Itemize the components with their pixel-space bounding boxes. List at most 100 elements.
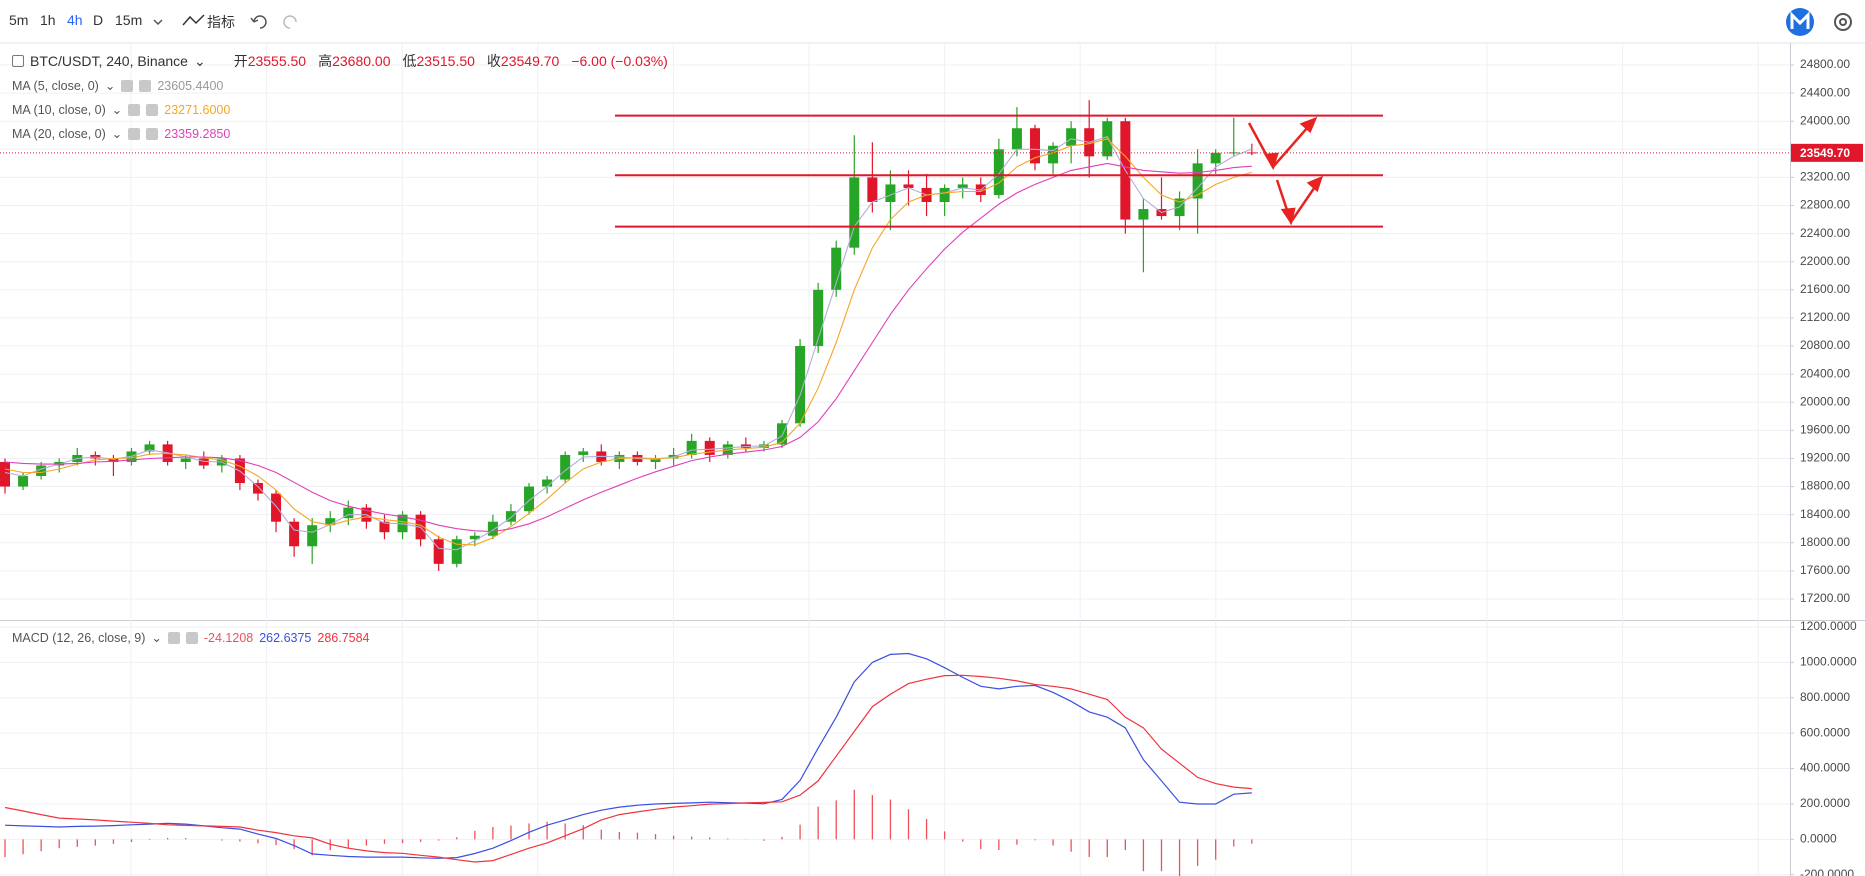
y-tick-label: 17200.00 — [1800, 591, 1850, 605]
ma-name: MA (20, close, 0) — [12, 126, 106, 141]
y-tick-label: 22800.00 — [1800, 198, 1850, 212]
arrow-head — [1263, 152, 1279, 171]
undo-icon[interactable] — [250, 15, 267, 29]
legend-value: 23549.70 — [500, 53, 560, 69]
candle-body — [271, 493, 282, 522]
y-tick-label: 800.0000 — [1800, 690, 1850, 704]
candle-body — [813, 289, 824, 347]
interval-button[interactable]: 1h — [40, 12, 56, 28]
legend-key: 开 — [233, 53, 248, 69]
y-tick-label: 20400.00 — [1800, 366, 1850, 380]
candle-body — [777, 423, 788, 445]
ma-line — [4, 162, 1252, 533]
candle-body — [1011, 128, 1022, 150]
candle-body — [180, 458, 191, 462]
ma-value: 23605.4400 — [157, 78, 224, 93]
ma-value: 23359.2850 — [164, 126, 231, 141]
annotation-arrows — [1247, 116, 1324, 226]
candle-body — [578, 451, 589, 455]
arrow-head — [1280, 207, 1296, 226]
arrow-head — [1306, 175, 1324, 193]
y-tick-label: 21200.00 — [1800, 310, 1850, 324]
candle-body — [831, 247, 842, 290]
interval-button[interactable]: 5m — [9, 12, 29, 28]
candle-body — [108, 458, 119, 462]
candle-body — [560, 454, 571, 480]
macd-line — [4, 674, 1252, 863]
last-price-label: 23549.70 — [1800, 146, 1850, 160]
candle-body — [343, 507, 354, 519]
arrow-head — [1299, 116, 1318, 134]
candle-body — [1066, 128, 1077, 146]
y-tick-label: 200.0000 — [1800, 796, 1850, 810]
candle-body — [1138, 209, 1149, 220]
candle-body — [993, 149, 1004, 195]
y-tick-label: 23200.00 — [1800, 170, 1850, 184]
interval-button[interactable]: D — [93, 12, 104, 28]
legend-change: −6.00 (−0.03%) — [571, 53, 668, 69]
ma-name: MA (5, close, 0) — [12, 78, 99, 93]
candle-body — [469, 535, 480, 540]
candle-body — [379, 521, 390, 533]
candle-body — [18, 476, 29, 487]
y-tick-label: 600.0000 — [1800, 725, 1850, 739]
y-tick-label: 1000.0000 — [1800, 655, 1857, 669]
candle-body — [451, 539, 462, 564]
y-tick-label: 24400.00 — [1800, 85, 1850, 99]
y-tick-label: 22400.00 — [1800, 226, 1850, 240]
ma-line — [4, 136, 1253, 551]
candle-body — [307, 525, 318, 547]
candle-body — [939, 187, 950, 203]
candle-body — [1048, 145, 1059, 164]
interval-dropdown[interactable] — [153, 19, 163, 26]
ma-legend: MA (5, close, 0) ⌄ 23605.4400 — [12, 78, 224, 94]
legend-key: 收 — [486, 53, 501, 69]
candle-body — [0, 461, 10, 487]
ma-line — [4, 138, 1252, 546]
macd-title: MACD (12, 26, close, 9) — [12, 630, 146, 645]
y-tick-label: 18400.00 — [1800, 507, 1850, 521]
candle-body — [433, 539, 444, 564]
interval-button-active[interactable]: 4h — [67, 12, 83, 28]
y-tick-label: 18800.00 — [1800, 479, 1850, 493]
y-tick-label: 18000.00 — [1800, 535, 1850, 549]
interval-button[interactable]: 15m — [115, 12, 143, 28]
y-tick-label: 24800.00 — [1800, 57, 1850, 71]
candle-body — [867, 177, 878, 203]
y-tick-label: 20800.00 — [1800, 338, 1850, 352]
candle-body — [650, 458, 661, 462]
candle-body — [542, 479, 553, 487]
settings-icon[interactable] — [1834, 13, 1852, 31]
y-tick-label: -200.0000 — [1800, 867, 1854, 876]
collapse-icon[interactable] — [12, 55, 24, 67]
legend-value: 23555.50 — [247, 53, 307, 69]
candle-body — [1210, 152, 1221, 164]
legend-value: 23680.00 — [332, 53, 391, 69]
candle-body — [325, 518, 336, 526]
symbol-title: BTC/USDT, 240, Binance — [30, 53, 188, 69]
candle-body — [505, 511, 516, 522]
ma-legend: MA (20, close, 0) ⌄ 23359.2850 — [12, 126, 231, 142]
macd-value: -24.1208 — [203, 630, 254, 645]
indicators-button[interactable]: 指标 — [207, 14, 235, 30]
y-tick-label: 1200.0000 — [1800, 619, 1857, 633]
candle-body — [885, 184, 896, 203]
y-tick-label: 17600.00 — [1800, 563, 1850, 577]
y-tick-label: 24000.00 — [1800, 113, 1850, 127]
legend-value: 23515.50 — [416, 53, 475, 69]
indicator-icon[interactable] — [182, 14, 205, 26]
candle-body — [252, 483, 263, 494]
candle-body — [487, 521, 498, 536]
y-tick-label: 0.0000 — [1800, 832, 1837, 846]
candle-body — [686, 440, 697, 455]
candle-body — [36, 465, 47, 477]
toolbar-bg — [0, 0, 1865, 43]
candle-body — [524, 486, 535, 512]
candle-body — [198, 458, 209, 466]
y-tick-label: 19200.00 — [1800, 451, 1850, 465]
y-tick-label: 20000.00 — [1800, 394, 1850, 408]
redo-icon[interactable] — [283, 15, 297, 29]
candle-body — [903, 184, 914, 188]
candle-body — [849, 177, 860, 248]
